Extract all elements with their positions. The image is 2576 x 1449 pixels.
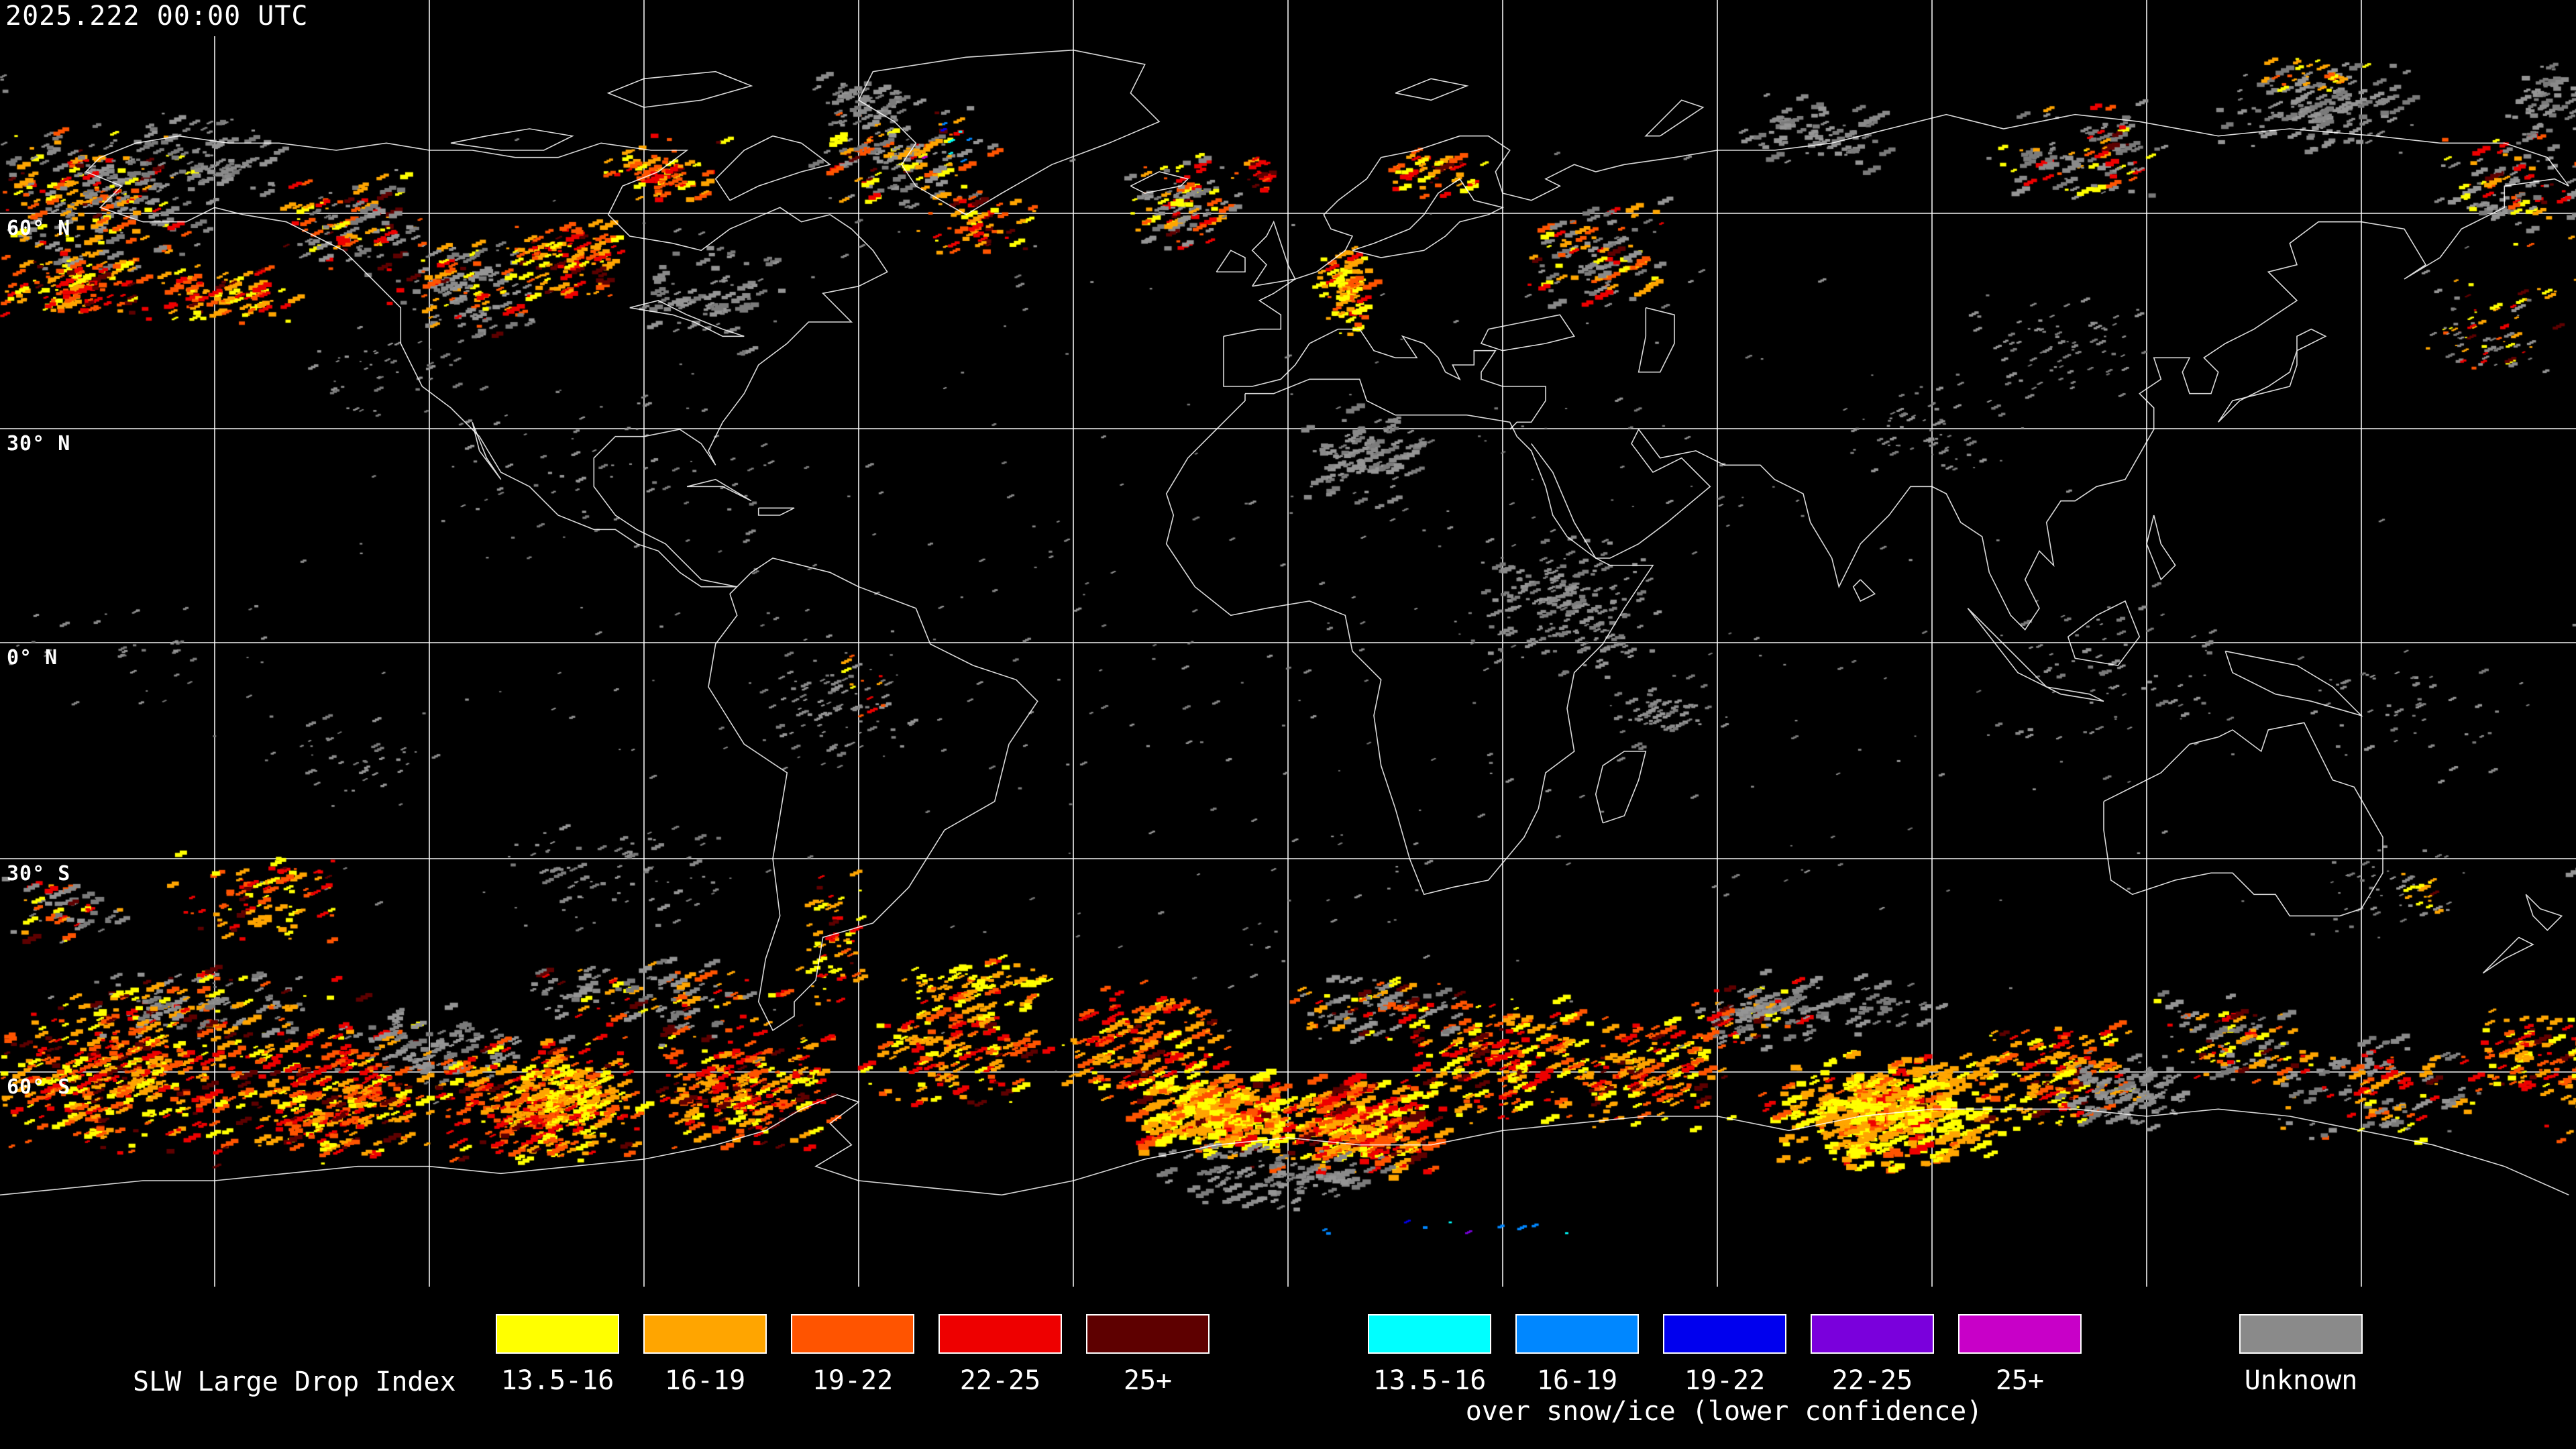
legend-swatch-slw-13.516 [496,1314,619,1354]
coastline-path [2046,686,2104,702]
coastline-path [708,557,1038,1032]
coastline-path [714,135,832,201]
coastline-path [1223,113,2569,631]
coastline-path [1395,78,1469,101]
timestamp: 2025.222 00:00 UTC [0,0,349,36]
legend-swatch-snow-1619 [1515,1314,1639,1354]
legend-swatch-slw-25+ [1086,1314,1210,1354]
legend-swatch-snow-1922 [1663,1314,1786,1354]
coastline-path [2224,650,2363,717]
coastline-path [1595,751,1647,824]
legend-swatch-slw-1922 [791,1314,914,1354]
coastline-path [2525,894,2563,931]
coastline-path [1480,314,1575,352]
coastline-path [472,422,502,480]
coastline-path [686,478,752,502]
coastline-path [2482,936,2534,974]
legend-label-snow-1619: 16-19 [1536,1365,1618,1396]
coastline-path [0,1094,2569,1196]
coastline-path [2103,722,2383,917]
legend-swatch-slw-2225 [938,1314,1062,1354]
legend-swatch-snow-13.516 [1368,1314,1491,1354]
coastline-path [2146,515,2176,581]
legend-title: SLW Large Drop Index [133,1366,456,1397]
legend-label-snow-2225: 22-25 [1831,1365,1913,1396]
legend-label-snow-1922: 19-22 [1684,1365,1766,1396]
coastline-path [1638,307,1675,373]
legend-label-slw-1922: 19-22 [812,1365,894,1396]
coastline-path [857,49,1161,215]
coastline-path [1251,220,1296,287]
legend-label-slw-2225: 22-25 [959,1365,1041,1396]
legend-label-slw-13.516: 13.5-16 [500,1365,614,1396]
legend-swatch-slw-1619 [643,1314,767,1354]
legend-label-slw-25+: 25+ [1123,1365,1173,1396]
legend-label-unknown-Unknown: Unknown [2244,1365,2358,1396]
coastline-path [1644,99,1705,137]
coastline-path [1967,608,2047,688]
world-map: 60° N 30° N 0° N 30° S 60° S 2025.222 00:00 … [0,0,2576,1288]
coastline-path [1165,378,1654,896]
coastline-path [450,128,574,151]
legend-snow-caption: over snow/ice (lower confidence) [1465,1396,1983,1427]
legend-label-snow-13.516: 13.5-16 [1373,1365,1487,1396]
lat-label-30n: 30° N [7,432,71,455]
legend-swatch-unknown-Unknown [2239,1314,2363,1354]
lat-label-60n: 60° N [7,217,71,240]
coastline-path [629,300,745,337]
legend-swatch-snow-2225 [1811,1314,1934,1354]
legend-label-slw-1619: 16-19 [664,1365,746,1396]
coastline-path [2218,328,2327,423]
coastline-path [1216,250,1246,273]
coastlines-layer [0,49,2569,1196]
coastline-path [2067,600,2141,666]
lat-label-30s: 30° S [7,862,71,885]
legend-swatch-snow-25+ [1958,1314,2082,1354]
coastline-path [606,70,753,108]
coastline-path [1130,171,1189,194]
legend-label-snow-25+: 25+ [1995,1365,2045,1396]
coastline-path [1223,328,1546,430]
legend: SLW Large Drop Index 13.5-16 16-19 19-22 22… [0,1288,2576,1449]
slw-data-layer [0,0,2576,1288]
lat-label-0n: 0° N [7,646,58,669]
lat-label-60s: 60° S [7,1075,71,1099]
coastline-path [1352,178,1505,258]
coastline-path [85,135,888,588]
coastline-path [1852,579,1876,602]
coastline-path [757,507,795,516]
